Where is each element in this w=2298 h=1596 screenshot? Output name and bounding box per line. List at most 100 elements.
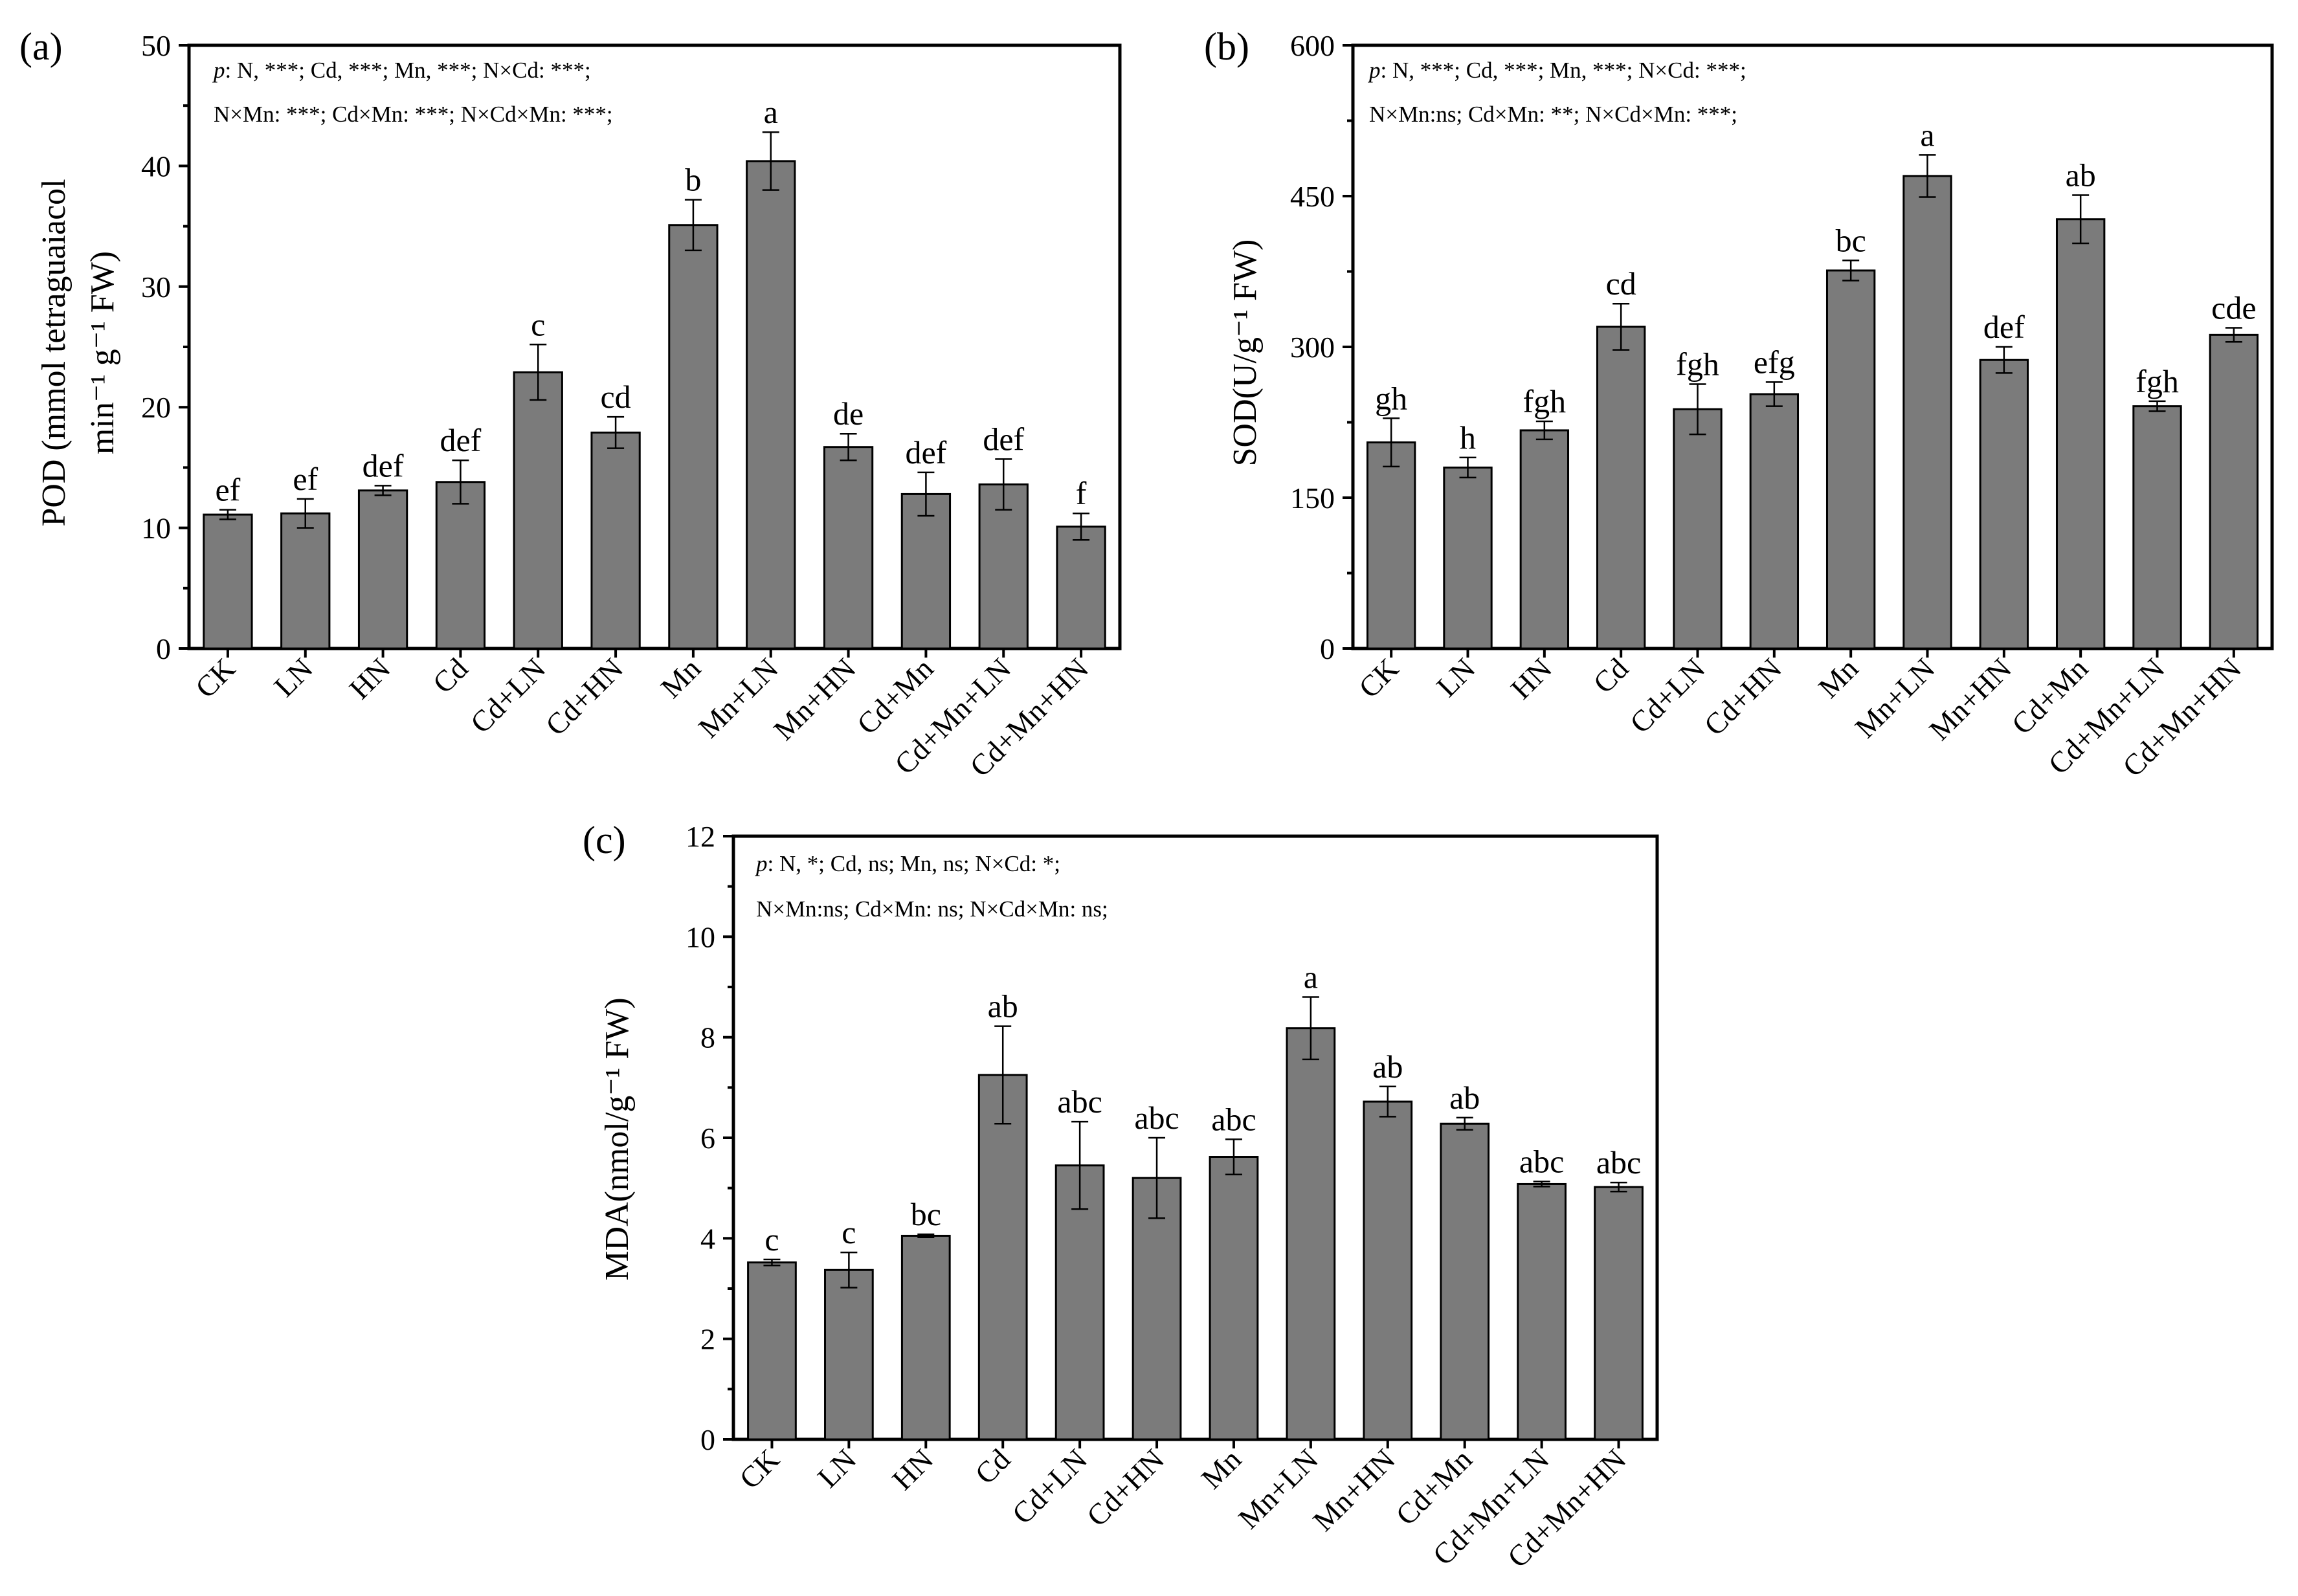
significance-label: abc <box>1519 1144 1564 1180</box>
significance-label: f <box>1076 475 1087 511</box>
bar-b-8 <box>1979 359 2029 650</box>
y-axis-title: MDA(nmol/g⁻¹ FW) <box>599 997 636 1280</box>
significance-label: def <box>983 421 1024 457</box>
bar-a-8 <box>823 446 874 650</box>
y-tick-label: 150 <box>1290 482 1335 515</box>
significance-label: fgh <box>1523 383 1567 419</box>
category-label: LN <box>267 652 318 703</box>
bar-b-3 <box>1596 326 1646 650</box>
chart-panel-c: 0 2 4 6 8 10 12 c CK c LN bc HN ab Cd abc Cd+LN abc Cd+HN a… <box>583 819 1659 1574</box>
significance-label: ab <box>2066 157 2096 193</box>
category-label: Mn+HN <box>1306 1443 1401 1538</box>
bar-a-6 <box>668 224 719 650</box>
significance-label: gh <box>1375 380 1407 416</box>
error-bar <box>840 1251 858 1289</box>
error-bar <box>917 1233 935 1239</box>
bar-b-11 <box>2209 333 2259 650</box>
error-bar <box>840 432 857 461</box>
category-label: HN <box>343 652 397 705</box>
significance-label: b <box>685 162 701 198</box>
significance-label: ab <box>1449 1080 1480 1116</box>
category-label: Mn <box>654 652 707 704</box>
bar-c-6 <box>1209 1156 1259 1441</box>
error-bar <box>1535 420 1553 441</box>
significance-label: def <box>905 434 946 471</box>
category-label: Mn <box>1195 1443 1247 1495</box>
y-tick-label: 10 <box>686 920 715 953</box>
error-bar <box>1612 302 1630 351</box>
significance-label: c <box>531 306 545 342</box>
y-axis-title: SOD(U/g⁻¹ FW) <box>1227 239 1264 467</box>
significance-label: cd <box>600 379 630 415</box>
y-axis-title: min⁻¹ g⁻¹ FW) <box>84 251 121 454</box>
error-bar <box>994 1025 1012 1125</box>
category-label: Cd+LN <box>1005 1443 1093 1531</box>
category-label: Mn+HN <box>1923 652 2018 747</box>
bar-b-7 <box>1902 175 1952 650</box>
category-label: Cd <box>426 652 474 700</box>
category-label: Mn+HN <box>767 652 862 747</box>
category-label: HN <box>886 1443 939 1496</box>
error-bar <box>374 485 392 496</box>
significance-label: fgh <box>2136 363 2179 399</box>
y-tick-label: 2 <box>700 1323 715 1356</box>
bar-a-5 <box>590 431 641 650</box>
y-tick-label: 450 <box>1290 180 1335 213</box>
bar-b-1 <box>1443 466 1493 650</box>
significance-label: a <box>1920 116 1934 153</box>
significance-label: h <box>1460 419 1476 456</box>
y-tick-label: 20 <box>141 391 171 424</box>
significance-label: cde <box>2211 289 2256 326</box>
y-tick-label: 0 <box>156 632 171 665</box>
error-bar <box>1073 512 1090 541</box>
y-tick-label: 8 <box>700 1021 715 1054</box>
bar-a-3 <box>435 481 486 650</box>
error-bar <box>607 416 625 449</box>
category-label: Cd+HN <box>1080 1443 1170 1533</box>
significance-label: abc <box>1057 1083 1102 1120</box>
significance-label: ab <box>988 988 1018 1025</box>
significance-label: def <box>440 422 481 458</box>
significance-label: ef <box>215 472 240 508</box>
error-bar <box>1383 417 1400 468</box>
category-label: HN <box>1504 652 1558 705</box>
error-bar <box>2072 194 2090 245</box>
category-label: Cd+LN <box>464 652 552 740</box>
stats-annotation: N×Mn:ns; Cd×Mn: ns; N×Cd×Mn: ns; <box>756 896 1108 922</box>
y-tick-label: 12 <box>686 820 715 853</box>
error-bar <box>2225 327 2242 343</box>
error-bar <box>530 344 547 401</box>
bar-c-5 <box>1132 1177 1182 1441</box>
panel-label: (c) <box>583 819 626 861</box>
stats-annotation: N×Mn:ns; Cd×Mn: **; N×Cd×Mn: ***; <box>1369 102 1737 127</box>
category-label: Cd+HN <box>1698 652 1788 742</box>
bar-c-1 <box>824 1269 874 1441</box>
error-bar <box>1533 1180 1550 1188</box>
significance-label: fgh <box>1676 346 1719 382</box>
bar-b-9 <box>2055 218 2106 650</box>
y-tick-label: 40 <box>141 150 171 183</box>
significance-label: abc <box>1596 1144 1641 1180</box>
significance-label: abc <box>1134 1100 1179 1136</box>
error-bar <box>1456 1116 1473 1131</box>
significance-label: def <box>1983 309 2025 345</box>
error-bar <box>452 459 469 505</box>
significance-label: c <box>764 1221 779 1258</box>
category-label: LN <box>811 1443 862 1494</box>
bar-c-7 <box>1286 1027 1336 1441</box>
category-label: Mn+LN <box>1849 652 1941 744</box>
chart-panel-b: 0 150 300 450 600 gh CK h LN fgh HN cd Cd fgh Cd+LN efg… <box>1204 25 2274 783</box>
stats-annotation: p: N, *; Cd, ns; Mn, ns; N×Cd: *; <box>754 851 1060 876</box>
stats-annotation: p: N, ***; Cd, ***; Mn, ***; N×Cd: ***; <box>1367 58 1746 83</box>
error-bar <box>1765 381 1783 407</box>
error-bar <box>1689 383 1706 436</box>
error-bar <box>763 1258 781 1267</box>
error-bar <box>1995 346 2013 374</box>
y-tick-label: 30 <box>141 271 171 304</box>
significance-label: a <box>1304 959 1318 995</box>
y-tick-label: 0 <box>1320 632 1335 665</box>
error-bar <box>917 471 935 517</box>
bar-a-0 <box>203 513 253 650</box>
significance-label: ab <box>1372 1048 1403 1085</box>
